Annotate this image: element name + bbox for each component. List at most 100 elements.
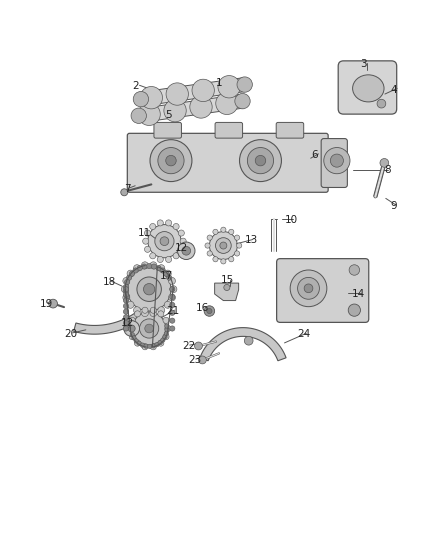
Text: 14: 14 [352, 288, 365, 298]
Circle shape [133, 92, 148, 107]
Circle shape [129, 334, 135, 340]
FancyBboxPatch shape [127, 133, 328, 192]
Circle shape [150, 344, 156, 350]
FancyBboxPatch shape [154, 123, 181, 138]
Circle shape [170, 294, 175, 300]
Circle shape [165, 324, 169, 328]
Circle shape [164, 331, 169, 336]
Circle shape [145, 230, 151, 236]
Circle shape [216, 92, 238, 115]
Circle shape [127, 275, 132, 280]
Circle shape [156, 265, 161, 271]
Text: 6: 6 [312, 150, 318, 160]
Circle shape [237, 77, 252, 92]
Circle shape [224, 285, 230, 290]
Circle shape [142, 264, 147, 269]
Circle shape [377, 99, 386, 108]
Circle shape [164, 270, 171, 277]
Circle shape [221, 227, 226, 232]
Circle shape [124, 326, 129, 331]
Circle shape [173, 253, 179, 259]
Circle shape [166, 220, 172, 226]
Circle shape [324, 148, 350, 174]
Circle shape [144, 344, 148, 348]
Circle shape [133, 312, 166, 345]
Circle shape [157, 220, 163, 226]
Circle shape [349, 265, 360, 275]
Text: 9: 9 [390, 201, 397, 211]
Text: 4: 4 [390, 85, 397, 95]
Circle shape [137, 277, 161, 302]
Circle shape [134, 306, 141, 314]
Circle shape [142, 307, 148, 313]
Circle shape [145, 324, 153, 333]
Text: 1: 1 [215, 78, 223, 88]
Circle shape [124, 284, 129, 289]
Circle shape [234, 251, 240, 256]
Text: 5: 5 [166, 110, 172, 119]
Text: 18: 18 [102, 277, 116, 287]
Circle shape [170, 286, 177, 293]
Polygon shape [140, 78, 246, 106]
Circle shape [213, 256, 218, 262]
Circle shape [215, 238, 231, 253]
Circle shape [150, 310, 157, 317]
Circle shape [124, 292, 129, 297]
Circle shape [165, 326, 171, 332]
Circle shape [145, 246, 151, 252]
Circle shape [177, 242, 195, 260]
Circle shape [207, 235, 212, 240]
Circle shape [124, 320, 129, 326]
Text: 13: 13 [245, 235, 258, 245]
Circle shape [148, 344, 152, 349]
Polygon shape [215, 283, 239, 301]
Circle shape [155, 342, 159, 347]
Circle shape [192, 79, 214, 102]
Circle shape [164, 271, 169, 276]
Circle shape [137, 265, 142, 271]
Polygon shape [138, 94, 244, 123]
Circle shape [150, 253, 156, 259]
Circle shape [207, 251, 212, 256]
Circle shape [221, 259, 226, 264]
Circle shape [140, 343, 145, 348]
Circle shape [158, 340, 164, 346]
Circle shape [147, 263, 152, 269]
Polygon shape [74, 312, 141, 334]
Circle shape [169, 277, 176, 285]
FancyBboxPatch shape [215, 123, 243, 138]
Text: 22: 22 [182, 341, 195, 351]
Circle shape [255, 156, 266, 166]
Circle shape [163, 335, 167, 339]
Circle shape [163, 334, 169, 340]
Circle shape [127, 326, 134, 332]
Circle shape [124, 279, 130, 285]
Circle shape [170, 318, 175, 323]
Circle shape [148, 224, 181, 258]
Circle shape [123, 294, 130, 301]
Circle shape [150, 223, 156, 230]
Text: 20: 20 [64, 329, 77, 339]
Circle shape [161, 338, 165, 342]
Text: 2: 2 [133, 81, 139, 91]
Circle shape [158, 311, 164, 317]
Circle shape [127, 301, 134, 308]
Text: 23: 23 [188, 356, 201, 365]
Circle shape [49, 299, 57, 308]
Circle shape [180, 238, 186, 244]
Circle shape [131, 108, 146, 124]
Circle shape [178, 246, 184, 252]
Circle shape [209, 231, 237, 260]
Circle shape [297, 277, 319, 299]
Circle shape [178, 230, 184, 236]
Circle shape [151, 344, 155, 348]
Circle shape [163, 317, 169, 324]
Circle shape [247, 148, 274, 174]
Circle shape [166, 256, 172, 262]
Circle shape [141, 310, 148, 317]
Circle shape [134, 339, 138, 343]
Text: 11: 11 [138, 228, 152, 238]
Circle shape [124, 298, 129, 303]
Circle shape [129, 271, 134, 276]
Circle shape [229, 229, 234, 235]
